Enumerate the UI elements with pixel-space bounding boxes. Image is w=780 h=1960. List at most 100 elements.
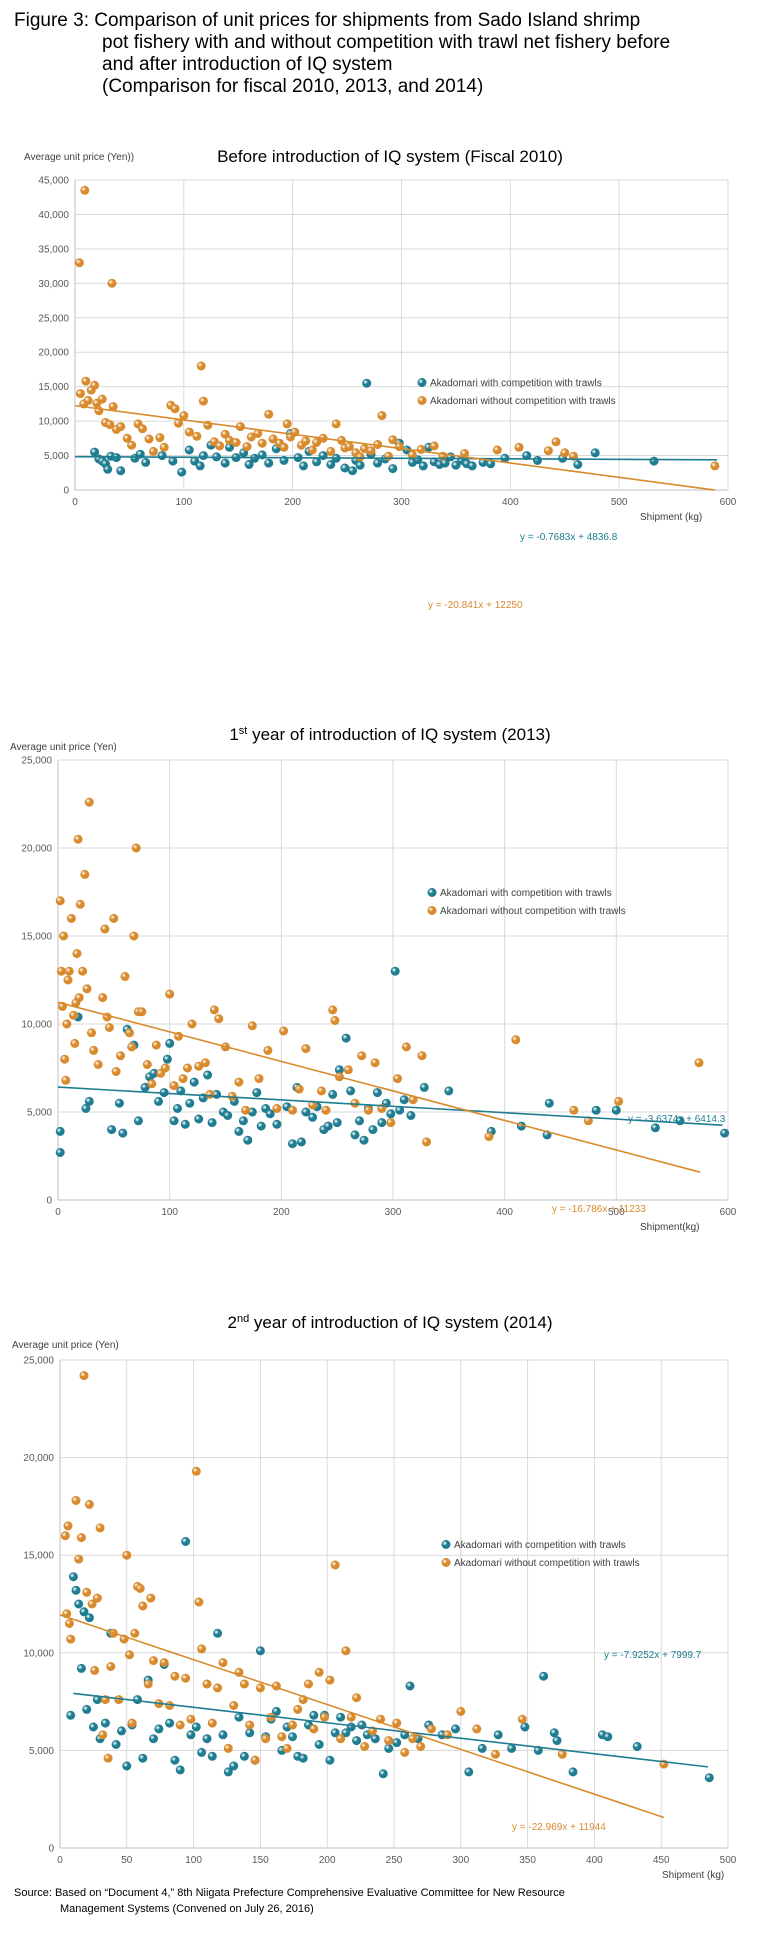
- y-tick-label: 0: [63, 486, 69, 497]
- point-with-competition: [116, 466, 126, 476]
- point-with-competition: [573, 459, 583, 469]
- point-with-competition: [298, 1753, 308, 1763]
- chart-title-ordinal: 1: [229, 725, 238, 744]
- point-without-competition: [213, 1683, 223, 1693]
- point-with-competition: [170, 1755, 180, 1765]
- point-without-competition: [492, 445, 502, 455]
- x-tick-label: 600: [720, 497, 737, 508]
- point-without-competition: [205, 1089, 215, 1099]
- point-without-competition: [66, 913, 76, 923]
- y-tick-label: 10,000: [23, 1648, 54, 1659]
- point-without-competition: [111, 1066, 121, 1076]
- point-with-competition: [194, 1114, 204, 1124]
- point-without-competition: [192, 431, 202, 441]
- y-tick-label: 25,000: [23, 1356, 54, 1367]
- point-without-competition: [456, 1706, 466, 1716]
- point-with-competition: [341, 1033, 351, 1043]
- point-without-competition: [426, 1724, 436, 1734]
- point-with-competition: [720, 1128, 730, 1138]
- point-without-competition: [64, 1618, 74, 1628]
- trend-equation: y = -7.9252x + 7999.7: [604, 1650, 702, 1661]
- x-tick-label: 50: [121, 1855, 133, 1866]
- y-tick-label: 10,000: [38, 417, 69, 428]
- x-tick-label: 600: [720, 1207, 737, 1218]
- point-with-competition: [507, 1743, 517, 1753]
- point-without-competition: [74, 993, 84, 1003]
- point-with-competition: [399, 1095, 409, 1105]
- point-without-competition: [160, 1063, 170, 1073]
- trendline-without-competition: [74, 404, 716, 491]
- point-without-competition: [122, 1550, 132, 1560]
- x-tick-label: 450: [653, 1855, 670, 1866]
- point-without-competition: [184, 427, 194, 437]
- point-without-competition: [92, 1593, 102, 1603]
- point-without-competition: [61, 1075, 71, 1085]
- x-tick-label: 0: [55, 1207, 61, 1218]
- point-with-competition: [611, 1105, 621, 1115]
- point-without-competition: [95, 1523, 105, 1533]
- point-without-competition: [98, 1730, 108, 1740]
- point-without-competition: [186, 1714, 196, 1724]
- point-without-competition: [84, 797, 94, 807]
- point-with-competition: [186, 1730, 196, 1740]
- x-axis-label: Shipment (kg): [640, 512, 702, 523]
- point-with-competition: [450, 1724, 460, 1734]
- y-tick-label: 0: [48, 1844, 54, 1855]
- point-without-competition: [301, 436, 311, 446]
- point-without-competition: [151, 1040, 161, 1050]
- point-with-competition: [340, 463, 350, 473]
- x-tick-label: 350: [519, 1855, 536, 1866]
- point-without-competition: [98, 993, 108, 1003]
- point-with-competition: [88, 1722, 98, 1732]
- point-without-competition: [328, 1005, 338, 1015]
- point-without-competition: [408, 1734, 418, 1744]
- y-tick-label: 5,000: [27, 1108, 52, 1119]
- point-with-competition: [405, 1681, 415, 1691]
- x-axis-label: Shipment(kg): [640, 1222, 699, 1233]
- point-without-competition: [187, 1019, 197, 1029]
- point-without-competition: [146, 1593, 156, 1603]
- point-with-competition: [384, 1743, 394, 1753]
- point-with-competition: [238, 1116, 248, 1126]
- point-without-competition: [309, 1724, 319, 1734]
- point-with-competition: [100, 1718, 110, 1728]
- point-with-competition: [149, 1734, 159, 1744]
- point-without-competition: [122, 433, 132, 443]
- point-without-competition: [331, 419, 341, 429]
- trend-equation: y = -3.6374x + 6414.3: [628, 1114, 726, 1125]
- point-with-competition: [165, 1718, 175, 1728]
- point-with-competition: [245, 1728, 255, 1738]
- point-without-competition: [60, 1531, 70, 1541]
- point-with-competition: [207, 1751, 217, 1761]
- chart-title-ordinal: 2: [227, 1313, 236, 1332]
- point-with-competition: [191, 1722, 201, 1732]
- point-without-competition: [543, 446, 553, 456]
- point-with-competition: [378, 1769, 388, 1779]
- x-tick-label: 0: [72, 497, 78, 508]
- point-without-competition: [261, 1734, 271, 1744]
- point-with-competition: [347, 466, 357, 476]
- point-with-competition: [79, 1607, 89, 1617]
- point-without-competition: [138, 424, 148, 434]
- point-without-competition: [66, 1634, 76, 1644]
- point-with-competition: [223, 1767, 233, 1777]
- point-with-competition: [309, 1710, 319, 1720]
- point-without-competition: [614, 1096, 624, 1106]
- point-without-competition: [197, 1644, 207, 1654]
- point-with-competition: [175, 1765, 185, 1775]
- point-with-competition: [704, 1773, 714, 1783]
- x-tick-label: 300: [385, 1207, 402, 1218]
- point-without-competition: [484, 1132, 494, 1142]
- point-without-competition: [384, 1736, 394, 1746]
- point-without-competition: [93, 1059, 103, 1069]
- y-axis-label: Average unit price (Yen): [12, 1340, 119, 1351]
- point-with-competition: [157, 451, 167, 461]
- point-without-competition: [383, 451, 393, 461]
- point-without-competition: [74, 258, 84, 268]
- point-with-competition: [55, 1147, 65, 1157]
- point-with-competition: [252, 1088, 262, 1098]
- point-with-competition: [603, 1732, 613, 1742]
- point-without-competition: [165, 989, 175, 999]
- trend-equation: y = -0.7683x + 4836.8: [520, 532, 618, 543]
- figure-title-line-2: pot fishery with and without competition…: [102, 32, 671, 53]
